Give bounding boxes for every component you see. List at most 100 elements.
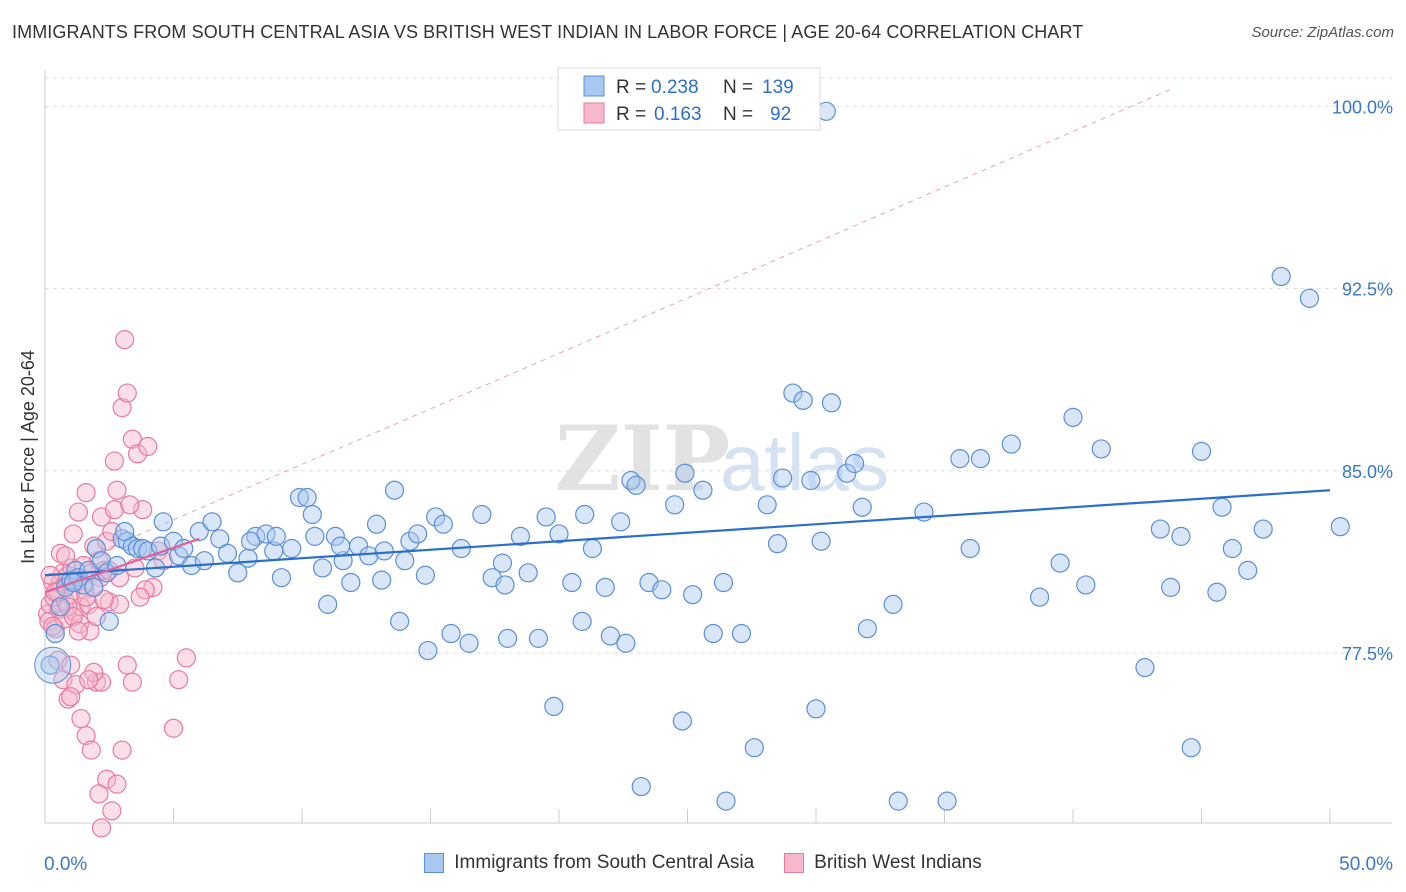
legend-swatch-blue [424,853,445,873]
data-point-blue [153,512,173,532]
data-point-blue [821,393,842,413]
data-point-pink [122,429,142,449]
data-point-pink [71,708,91,729]
data-point-pink [76,483,96,503]
data-point-blue [626,475,646,495]
data-point-blue [459,633,479,653]
data-point-blue [372,570,392,590]
data-point-blue [510,526,531,546]
data-point-blue [112,529,132,549]
data-point-blue [652,580,672,600]
data-point-blue [366,514,387,534]
data-point-blue [883,594,903,614]
data-point-blue [1150,519,1170,539]
y-tick-label: 100.0% [1332,97,1393,117]
legend-entry-blue: Immigrants from South Central Asia [424,852,754,874]
y-tick-label: 85.0% [1342,462,1393,482]
data-point-blue [330,536,351,556]
data-point-blue [289,487,310,508]
legend-bottom: Immigrants from South Central Asia Briti… [0,852,1406,874]
data-point-blue [616,633,636,653]
data-point-blue [174,538,194,559]
data-point-blue [228,563,248,583]
data-point-blue [341,572,361,593]
y-axis-label: In Labor Force | Age 20-64 [18,350,38,564]
data-point-blue [772,468,793,488]
trend-lines [44,489,1331,594]
data-point-blue [1299,288,1320,308]
data-point-pink [97,531,117,551]
data-point-pink [104,500,124,520]
data-point-blue [271,568,292,588]
data-point-pink [68,621,89,641]
data-point-blue [1091,439,1111,459]
data-point-pink [86,606,107,627]
data-point-blue [433,514,453,534]
data-point-pink [176,648,196,668]
data-point-blue [672,711,692,731]
data-point-blue [390,611,410,631]
data-point-pink [50,543,71,563]
data-point-blue [783,383,803,403]
data-point-blue [115,521,135,542]
data-point-pink [133,500,153,520]
data-point-pink [122,672,142,692]
data-point-blue [1001,434,1021,454]
data-point-blue [1238,560,1258,580]
legend-n-label-2: N = [723,104,753,125]
legend-swatch-pink [784,853,805,873]
data-point-blue [1171,526,1191,546]
data-point-blue [582,538,603,559]
data-point-blue [970,449,991,469]
watermark: ZIP atlas [555,406,889,512]
legend-n-label-1: N = [723,77,753,98]
data-point-blue [40,655,60,675]
legend-label-blue: Immigrants from South Central Asia [454,852,755,873]
watermark-zip: ZIP [555,406,730,512]
data-point-pink [70,614,90,634]
data-point-blue [86,538,107,559]
data-point-blue [472,504,492,525]
data-point-blue [91,551,112,571]
data-point-blue [1207,582,1227,602]
data-point-blue [318,594,338,614]
data-point-blue [600,626,621,646]
data-point-blue [806,699,826,719]
data-point-blue [238,548,258,568]
data-point-blue [1271,266,1291,287]
data-point-blue [45,623,65,644]
data-point-blue [1050,553,1070,573]
legend-label-pink: British West Indians [814,852,982,873]
data-point-pink [163,718,184,738]
data-point-blue [844,453,865,474]
data-point-blue [716,791,736,811]
data-point-blue [1253,519,1273,539]
data-point-blue [1222,538,1242,559]
data-point-blue [731,623,752,644]
axes [44,70,1392,824]
data-point-blue [1212,497,1232,517]
data-point-blue [631,776,651,797]
data-point-blue [426,507,446,527]
x-tick-labels: 0.0% 50.0% [44,854,1393,875]
data-point-blue [937,791,957,811]
data-point-blue [536,507,556,527]
data-point-pink [107,480,127,500]
data-point-blue [189,521,209,542]
data-point-blue [1135,657,1155,678]
data-point-blue [693,480,713,500]
data-point-blue [713,572,734,593]
legend-r-value-2: 0.163 [654,104,702,125]
data-point-pink [61,687,81,707]
data-point-pink [120,495,140,515]
data-point-blue [811,531,831,551]
reference-diagonal [44,88,1171,576]
legend-top-swatch-blue [583,75,605,97]
data-point-pink [112,740,132,760]
data-point-blue [1330,517,1350,537]
data-point-blue [305,526,325,546]
data-point-blue [418,640,438,661]
data-point-blue [675,463,695,483]
y-tick-labels: 77.5% 85.0% 92.5% 100.0% [1332,97,1393,664]
data-point-pink [138,436,158,457]
